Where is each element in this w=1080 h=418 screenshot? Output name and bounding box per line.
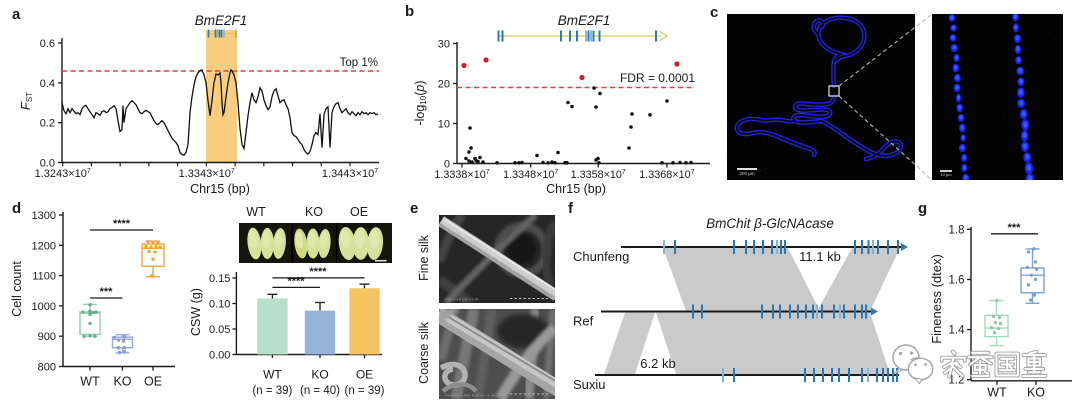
svg-text:d: d xyxy=(12,200,21,217)
svg-text:1.3343×107: 1.3343×107 xyxy=(179,168,235,180)
svg-text:1.3358×107: 1.3358×107 xyxy=(571,169,626,181)
svg-text:FDR = 0.0001: FDR = 0.0001 xyxy=(620,71,695,85)
svg-text:Fineness (dtex): Fineness (dtex) xyxy=(929,254,944,344)
svg-text:Cell count: Cell count xyxy=(10,261,24,317)
svg-text:PW-front silk ×1.0k: PW-front silk ×1.0k xyxy=(445,297,479,302)
svg-text:b: b xyxy=(405,3,414,20)
svg-text:1000: 1000 xyxy=(32,301,56,313)
svg-text:e: e xyxy=(410,200,418,217)
svg-text:f: f xyxy=(568,200,574,217)
svg-text:****: **** xyxy=(309,266,327,278)
svg-text:OE: OE xyxy=(144,375,162,389)
svg-text:0.0: 0.0 xyxy=(40,158,55,170)
svg-text:1300: 1300 xyxy=(32,210,56,222)
svg-text:30: 30 xyxy=(438,39,450,51)
svg-text:BmChit β-GlcNAcase: BmChit β-GlcNAcase xyxy=(706,216,834,231)
svg-text:0.15: 0.15 xyxy=(209,273,230,285)
svg-text:Chr15 (bp): Chr15 (bp) xyxy=(190,182,250,196)
svg-text:***: *** xyxy=(1008,222,1022,234)
svg-text:a: a xyxy=(12,6,21,23)
svg-text:1100: 1100 xyxy=(32,271,56,283)
svg-text:900: 900 xyxy=(38,331,56,343)
svg-text:FST: FST xyxy=(18,92,34,110)
svg-text:WT: WT xyxy=(80,375,100,389)
svg-text:Coarse silk: Coarse silk xyxy=(417,321,431,384)
svg-text:BmE2F1: BmE2F1 xyxy=(558,13,611,28)
svg-text:20: 20 xyxy=(438,79,450,91)
svg-text:WT: WT xyxy=(987,386,1007,400)
svg-text:0.4: 0.4 xyxy=(40,78,55,90)
svg-text:(n = 39): (n = 39) xyxy=(345,385,385,397)
svg-text:SU8020 5.0kV 8.1mm ×1.0k: SU8020 5.0kV 8.1mm ×1.0k xyxy=(445,393,495,398)
svg-text:11.1 kb: 11.1 kb xyxy=(799,249,841,264)
svg-text:BmE2F1: BmE2F1 xyxy=(195,13,248,28)
svg-text:c: c xyxy=(710,4,718,21)
svg-text:KO: KO xyxy=(311,368,328,382)
svg-text:CSW (g): CSW (g) xyxy=(189,288,203,336)
svg-text:Suxiu: Suxiu xyxy=(573,377,606,392)
svg-text:1.2: 1.2 xyxy=(949,375,965,387)
svg-text:1.3348×107: 1.3348×107 xyxy=(503,169,558,181)
svg-text:0.10: 0.10 xyxy=(209,299,230,311)
svg-text:0.00: 0.00 xyxy=(209,350,230,362)
svg-text:***: *** xyxy=(100,286,114,298)
svg-text:1200: 1200 xyxy=(32,240,56,252)
svg-text:Fine silk: Fine silk xyxy=(417,234,431,281)
svg-text:****: **** xyxy=(287,276,305,288)
svg-text:(n = 40): (n = 40) xyxy=(300,385,340,397)
svg-text:200 µm: 200 µm xyxy=(739,171,754,176)
svg-text:0.2: 0.2 xyxy=(40,118,55,130)
svg-text:****: **** xyxy=(113,218,131,230)
svg-text:1.8: 1.8 xyxy=(949,224,965,236)
svg-text:g: g xyxy=(918,200,927,217)
svg-text:1.3368×107: 1.3368×107 xyxy=(639,169,694,181)
svg-text:OE: OE xyxy=(356,368,373,382)
svg-text:WT: WT xyxy=(263,368,282,382)
svg-text:1.4: 1.4 xyxy=(949,325,966,337)
svg-text:6.2 kb: 6.2 kb xyxy=(640,356,675,371)
svg-text:Ref: Ref xyxy=(573,314,594,329)
svg-text:10 µm: 10 µm xyxy=(940,172,952,177)
svg-text:0: 0 xyxy=(444,159,450,171)
svg-text:KO: KO xyxy=(305,205,323,219)
svg-text:1.3338×107: 1.3338×107 xyxy=(434,169,489,181)
svg-text:(n = 39): (n = 39) xyxy=(252,385,292,397)
svg-text:1.3443×107: 1.3443×107 xyxy=(322,168,378,180)
svg-text:-log10(p): -log10(p) xyxy=(413,80,428,125)
svg-text:Chunfeng: Chunfeng xyxy=(573,249,629,264)
svg-text:1.3243×107: 1.3243×107 xyxy=(35,168,91,180)
svg-text:10: 10 xyxy=(438,119,450,131)
svg-text:WT: WT xyxy=(246,205,266,219)
svg-text:Top 1%: Top 1% xyxy=(340,57,378,69)
svg-text:OE: OE xyxy=(350,205,368,219)
svg-text:KO: KO xyxy=(113,375,131,389)
svg-text:1.6: 1.6 xyxy=(949,274,965,286)
svg-text:Chr15 (bp): Chr15 (bp) xyxy=(546,182,606,196)
svg-text:0.6: 0.6 xyxy=(40,38,55,50)
svg-text:0.05: 0.05 xyxy=(209,324,230,336)
svg-text:800: 800 xyxy=(38,362,56,374)
svg-text:KO: KO xyxy=(1027,386,1045,400)
